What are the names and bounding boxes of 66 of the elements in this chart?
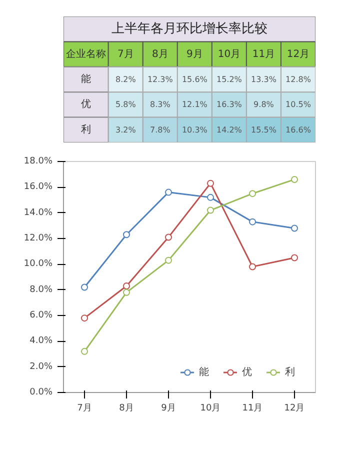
y-tick-label: 利 xyxy=(80,123,91,136)
point xyxy=(291,254,298,262)
data-label: 12.3% xyxy=(147,75,174,84)
y-tick-label: 14.0% xyxy=(24,208,53,218)
data-label: 13.3% xyxy=(251,75,277,84)
point xyxy=(249,218,256,226)
data-label: 14.2% xyxy=(216,125,242,134)
point xyxy=(123,231,130,238)
data-label: 15.6% xyxy=(182,75,208,84)
point xyxy=(291,224,298,232)
y-tick-label: 0.0% xyxy=(30,388,53,398)
data-label: 3.2% xyxy=(115,125,136,134)
x-tick-label: 10月 xyxy=(218,48,241,60)
point xyxy=(81,284,88,291)
x-tick-label: 11月 xyxy=(252,48,276,60)
point xyxy=(249,190,256,198)
data-label: 5.8% xyxy=(115,100,136,110)
x-tick-label: 8月 xyxy=(152,48,168,60)
data-label: 16.3% xyxy=(216,100,242,110)
y-tick-label: 12.0% xyxy=(24,234,53,244)
data-label: 9.8% xyxy=(254,100,274,110)
y-tick-label: 16.0% xyxy=(24,182,53,192)
point xyxy=(207,206,214,214)
x-tick-label: 9月 xyxy=(186,48,203,60)
y-tick-label: 优 xyxy=(80,99,91,110)
x-tick-label: 7月 xyxy=(117,48,134,60)
y-tick-label: 10.0% xyxy=(24,259,53,270)
x-tick-label: 12月 xyxy=(284,404,305,414)
chart-title: 上半年各月环比增长率比较 xyxy=(112,20,268,37)
point xyxy=(123,288,130,296)
data-label: 15.5% xyxy=(251,125,277,134)
legend-label: 能 xyxy=(199,366,210,379)
point xyxy=(165,256,172,264)
data-label: 12.8% xyxy=(286,75,312,84)
y-tick-label: 4.0% xyxy=(30,336,53,346)
y-tick-label: 能 xyxy=(80,73,91,85)
legend-label: 利 xyxy=(285,366,296,379)
y-tick-label: 8.0% xyxy=(30,284,53,295)
point xyxy=(207,194,214,201)
data-label: 7.8% xyxy=(150,125,171,134)
data-label: 16.6% xyxy=(286,125,312,134)
data-label: 8.3% xyxy=(150,100,171,110)
data-label: 8.2% xyxy=(115,75,136,84)
data-label: 10.3% xyxy=(182,125,208,134)
x-tick-label: 10月 xyxy=(200,404,221,414)
point xyxy=(249,263,256,270)
y-tick-label: 2.0% xyxy=(30,362,53,372)
point xyxy=(207,180,214,187)
x-tick-label: 8月 xyxy=(119,404,134,414)
y-tick-label: 6.0% xyxy=(30,310,53,320)
point xyxy=(165,234,172,241)
point xyxy=(165,188,172,196)
x-tick-label: 9月 xyxy=(161,404,176,414)
point xyxy=(81,314,88,322)
text: 企业名称 xyxy=(66,48,106,60)
x-tick-label: 12月 xyxy=(286,48,310,60)
point xyxy=(123,282,130,290)
legend-label: 优 xyxy=(242,366,253,379)
data-label: 10.5% xyxy=(286,100,312,110)
data-label: 12.1% xyxy=(182,100,208,110)
x-tick-label: 7月 xyxy=(77,404,92,414)
y-tick-label: 18.0% xyxy=(24,156,53,166)
point xyxy=(291,176,298,183)
point xyxy=(81,348,88,355)
data-label: 15.2% xyxy=(216,75,242,84)
x-tick-label: 11月 xyxy=(242,404,263,414)
